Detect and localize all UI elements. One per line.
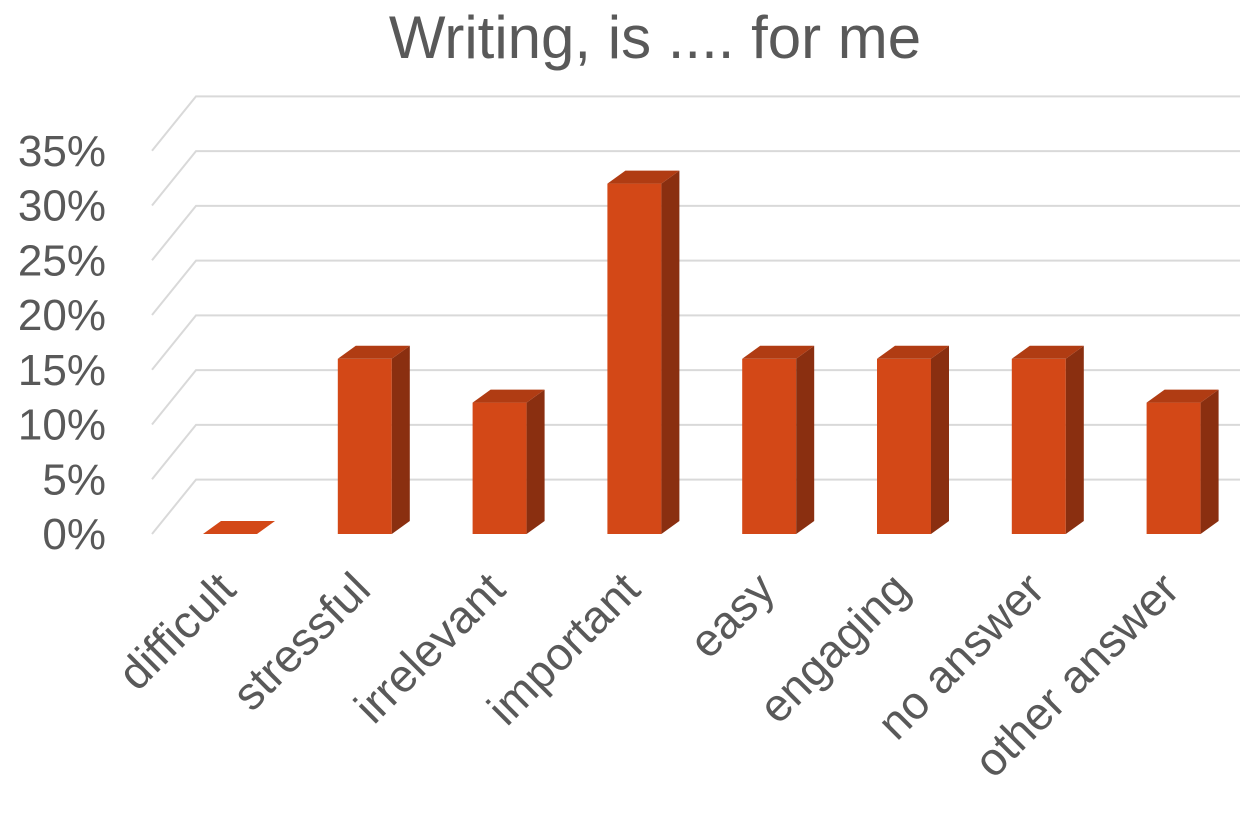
- bar-top: [203, 521, 275, 534]
- bars: [203, 170, 1219, 534]
- y-tick-label: 30%: [18, 182, 106, 231]
- bar-easy: [742, 345, 815, 534]
- bar-side: [796, 345, 815, 534]
- bar-no-answer: [1011, 345, 1084, 534]
- bar-front: [472, 402, 527, 534]
- y-tick-label: 5%: [42, 455, 106, 504]
- bar-side: [1200, 389, 1219, 534]
- bar-top: [1011, 345, 1084, 359]
- bar-difficult: [203, 521, 275, 534]
- bar-front: [1011, 358, 1066, 534]
- bar-top: [607, 170, 680, 184]
- x-tick-label: difficult: [108, 562, 246, 700]
- gridline: [151, 150, 1240, 207]
- chart-title: Writing, is .... for me: [389, 4, 921, 71]
- y-tick-label: 35%: [18, 127, 106, 176]
- bar-top: [1146, 389, 1219, 403]
- gridline: [151, 95, 1240, 152]
- bar-other-answer: [1146, 389, 1219, 534]
- bar-front: [337, 358, 392, 534]
- x-tick-label: easy: [679, 562, 784, 667]
- y-axis-ticks: 0% 5% 10% 15% 20% 25% 30% 35%: [18, 127, 106, 559]
- bar-important: [607, 170, 680, 534]
- bar-front: [877, 358, 931, 534]
- bar-stressful: [337, 345, 410, 534]
- bar-top: [472, 389, 545, 403]
- y-tick-label: 10%: [18, 401, 106, 450]
- bar-irrelevant: [472, 389, 545, 534]
- bar-top: [742, 345, 815, 359]
- bar-side: [391, 345, 410, 534]
- y-tick-label: 15%: [18, 346, 106, 395]
- bar-side: [661, 170, 680, 534]
- bar-top: [877, 345, 949, 359]
- y-tick-label: 20%: [18, 291, 106, 340]
- bar-side: [1065, 345, 1084, 534]
- y-tick-label: 0%: [42, 510, 106, 559]
- bar-front: [1146, 402, 1201, 534]
- y-tick-label: 25%: [18, 236, 106, 285]
- bar-side: [526, 389, 545, 534]
- gridline: [151, 314, 1240, 371]
- bar-engaging: [877, 345, 949, 534]
- gridline: [151, 204, 1240, 261]
- bar-top: [337, 345, 410, 359]
- bar-front: [607, 183, 662, 534]
- gridline: [151, 259, 1240, 316]
- bar-front: [742, 358, 797, 534]
- gridlines: [151, 95, 1240, 535]
- bar-side: [931, 345, 949, 534]
